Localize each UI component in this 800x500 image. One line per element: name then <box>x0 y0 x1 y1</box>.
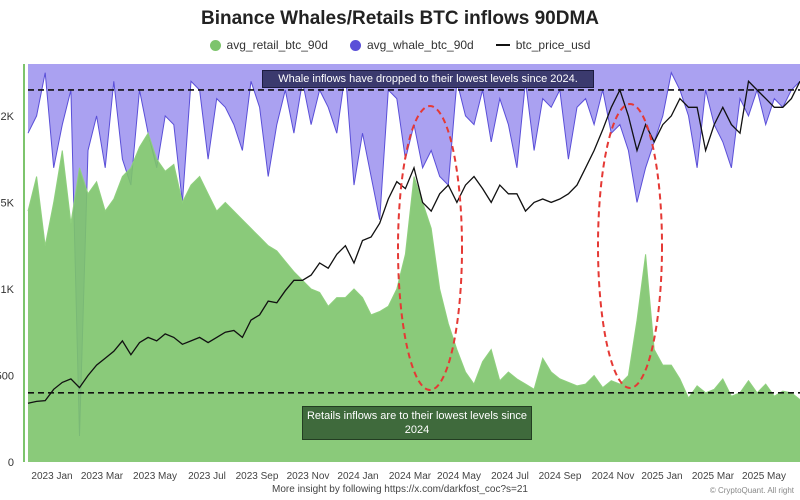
x-tick-label: 2024 Sep <box>539 471 582 482</box>
x-tick-label: 2023 Jul <box>188 471 226 482</box>
x-tick-label: 2025 Mar <box>692 471 735 482</box>
series-retail-line <box>27 132 800 401</box>
x-tick-label: 2023 Sep <box>236 471 279 482</box>
legend-label-retail: avg_retail_btc_90d <box>226 38 328 52</box>
x-tick-label: 2025 Jan <box>641 471 682 482</box>
retail-annotation: Retails inflows are to their lowest leve… <box>302 406 532 440</box>
x-tick-label: 2024 Jul <box>491 471 529 482</box>
whale-annotation: Whale inflows have dropped to their lowe… <box>262 70 594 88</box>
chart-title: Binance Whales/Retails BTC inflows 90DMA <box>200 8 600 29</box>
footer-link[interactable]: https://x.com/darkfost_coc?s=21 <box>384 484 528 495</box>
retail-annotation-line2: 2024 <box>404 424 430 436</box>
x-tick-label: 2023 Jan <box>31 471 72 482</box>
price-swatch-icon <box>495 44 510 46</box>
legend-label-price: btc_price_usd <box>515 38 591 52</box>
y-tick-label: 500 <box>0 370 14 382</box>
x-tick-label: 2024 May <box>437 471 481 482</box>
chart-legend: avg_retail_btc_90d avg_whale_btc_90d btc… <box>0 38 800 52</box>
y-tick-label: 0 <box>8 457 14 469</box>
retail-annotation-line1: Retails inflows are to their lowest leve… <box>306 410 528 422</box>
x-tick-label: 2025 May <box>742 471 786 482</box>
x-tick-label: 2023 Nov <box>287 471 330 482</box>
series-retail <box>28 133 800 462</box>
legend-item-price[interactable]: btc_price_usd <box>495 38 591 52</box>
x-tick-label: 2023 Mar <box>81 471 124 482</box>
legend-label-whale: avg_whale_btc_90d <box>366 38 474 52</box>
x-tick-label: 2024 Mar <box>389 471 432 482</box>
footer: More insight by following https://x.com/… <box>0 484 800 495</box>
highlight-ellipse-2 <box>597 103 663 389</box>
whale-swatch-icon <box>349 39 361 51</box>
y-tick-label: 1.5K <box>0 197 15 209</box>
legend-item-whale[interactable]: avg_whale_btc_90d <box>349 38 474 52</box>
y-tick-label: 2K <box>1 111 15 123</box>
retail-swatch-icon <box>209 39 221 51</box>
copyright-credit: © CryptoQuant. All right <box>709 486 794 495</box>
x-tick-label: 2024 Nov <box>592 471 635 482</box>
x-tick-label: 2023 May <box>133 471 177 482</box>
highlight-ellipse-1 <box>397 105 463 391</box>
y-tick-label: 1K <box>1 284 15 296</box>
legend-item-retail[interactable]: avg_retail_btc_90d <box>209 38 328 52</box>
x-tick-label: 2024 Jan <box>337 471 378 482</box>
footer-prefix: More insight by following <box>272 484 385 495</box>
series-price <box>27 79 800 404</box>
